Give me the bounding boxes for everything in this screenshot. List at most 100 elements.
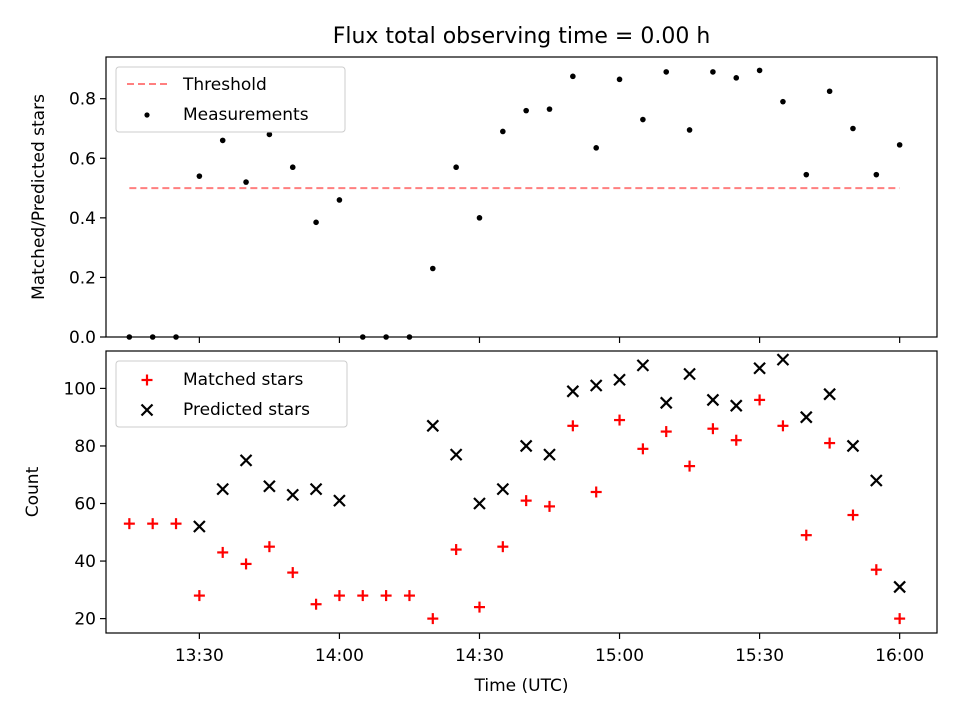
measurement-point bbox=[523, 107, 529, 114]
predicted-star-point bbox=[426, 419, 440, 433]
ratio-y-axis-label: Matched/Predicted stars bbox=[29, 94, 49, 300]
matched-star-point bbox=[800, 529, 812, 541]
count-legend-box bbox=[115, 360, 348, 428]
matched-star-point bbox=[263, 541, 275, 553]
count-x-tick-label: 15:30 bbox=[735, 646, 784, 666]
measurement-point bbox=[243, 179, 249, 185]
count-y-axis-label: Count bbox=[23, 466, 43, 517]
measurement-point bbox=[803, 171, 810, 178]
measurement-point bbox=[896, 142, 903, 148]
ratio-plot-frame bbox=[105, 56, 938, 338]
predicted-star-point bbox=[776, 353, 790, 366]
matched-star-point bbox=[427, 613, 439, 625]
legend-matched-swatch bbox=[141, 374, 153, 386]
matched-star-point bbox=[684, 460, 696, 472]
count-y-tick-label: 100 bbox=[64, 379, 96, 399]
legend-predicted-swatch bbox=[140, 403, 154, 417]
matched-star-point bbox=[894, 613, 906, 625]
count-x-tick-label: 15:00 bbox=[595, 646, 644, 666]
predicted-star-point bbox=[729, 399, 743, 412]
measurement-point bbox=[313, 219, 319, 226]
measurement-point bbox=[686, 127, 693, 133]
matched-star-point bbox=[193, 590, 205, 602]
legend-predicted-marker bbox=[140, 403, 154, 417]
legend-predicted-label: Predicted stars bbox=[183, 400, 310, 420]
matched-star-point bbox=[567, 420, 579, 432]
measurement-point bbox=[593, 145, 599, 151]
count-y-tick-label: 80 bbox=[74, 437, 96, 457]
predicted-star-point bbox=[613, 373, 626, 387]
ratio-y-tick-label: 0.2 bbox=[69, 268, 96, 288]
measurement-point bbox=[780, 98, 786, 105]
predicted-star-point bbox=[216, 482, 229, 496]
measurement-point bbox=[219, 137, 226, 144]
chart-title: Flux total observing time = 0.00 h bbox=[333, 24, 711, 49]
count-plot-frame bbox=[105, 350, 938, 634]
measurement-point bbox=[546, 106, 553, 112]
matched-star-point bbox=[147, 518, 159, 530]
count-x-tick-label: 13:30 bbox=[175, 646, 224, 666]
count-y-tick-label: 20 bbox=[74, 610, 96, 630]
predicted-star-point bbox=[636, 359, 650, 372]
matched-star-point bbox=[287, 567, 299, 579]
matched-star-point bbox=[240, 558, 252, 570]
measurement-point bbox=[733, 75, 740, 81]
measurement-point bbox=[873, 171, 880, 178]
matched-star-point bbox=[777, 420, 789, 432]
matched-star-point bbox=[170, 518, 182, 530]
predicted-star-point bbox=[823, 387, 836, 401]
matched-star-point bbox=[870, 564, 882, 576]
measurement-point bbox=[663, 69, 670, 75]
count-legend: Matched stars Predicted stars bbox=[115, 360, 348, 428]
count-y-axis: 20 40 60 80 100 bbox=[64, 379, 106, 630]
matched-star-point bbox=[450, 544, 462, 556]
matched-star-point bbox=[473, 601, 485, 613]
matched-star-point bbox=[403, 590, 415, 602]
measurement-point bbox=[756, 67, 763, 74]
ratio-y-axis: 0.0 0.2 0.4 0.6 0.8 bbox=[69, 90, 106, 348]
count-x-tick-label: 16:00 bbox=[875, 646, 924, 666]
count-y-tick-label: 60 bbox=[74, 495, 96, 515]
predicted-star-point bbox=[193, 520, 206, 533]
ratio-y-tick-label: 0.4 bbox=[69, 209, 96, 229]
matched-star-point bbox=[544, 500, 556, 512]
ratio-y-tick-label: 0.8 bbox=[69, 90, 96, 110]
matched-star-point bbox=[520, 495, 532, 507]
predicted-star-point bbox=[683, 367, 696, 381]
predicted-star-point bbox=[893, 580, 906, 594]
predicted-star-point bbox=[473, 497, 486, 510]
matched-star-point bbox=[333, 590, 345, 602]
measurement-point bbox=[850, 125, 856, 132]
measurement-point bbox=[640, 116, 646, 123]
measurement-point bbox=[476, 215, 483, 221]
measurement-point bbox=[429, 265, 436, 272]
predicted-star-point bbox=[519, 439, 533, 453]
count-x-tick-label: 14:30 bbox=[455, 646, 504, 666]
legend-measurements-swatch bbox=[144, 112, 150, 118]
matched-star-point bbox=[824, 437, 836, 449]
predicted-star-point bbox=[753, 361, 766, 375]
predicted-star-point bbox=[800, 410, 813, 424]
predicted-star-point bbox=[309, 482, 323, 496]
ratio-legend-box bbox=[115, 66, 346, 133]
predicted-star-point bbox=[870, 474, 883, 487]
measurement-point bbox=[826, 88, 833, 95]
predicted-star-point bbox=[566, 385, 580, 398]
matched-star-point bbox=[847, 509, 859, 521]
matched-star-point bbox=[590, 486, 602, 498]
predicted-star-point bbox=[659, 396, 673, 410]
matched-star-point bbox=[637, 443, 649, 455]
measurement-point bbox=[453, 164, 459, 171]
legend-matched-marker bbox=[141, 374, 153, 386]
predicted-star-point bbox=[846, 439, 860, 453]
matched-star-point bbox=[660, 426, 672, 438]
ratio-legend: Threshold Measurements bbox=[115, 66, 346, 133]
measurement-point bbox=[500, 128, 506, 135]
measurement-point bbox=[266, 131, 273, 138]
measurement-point bbox=[289, 164, 296, 171]
legend-measurements-label: Measurements bbox=[183, 105, 309, 125]
matched-star-point bbox=[310, 598, 322, 610]
predicted-star-point bbox=[706, 393, 720, 407]
measurement-point bbox=[616, 76, 623, 83]
